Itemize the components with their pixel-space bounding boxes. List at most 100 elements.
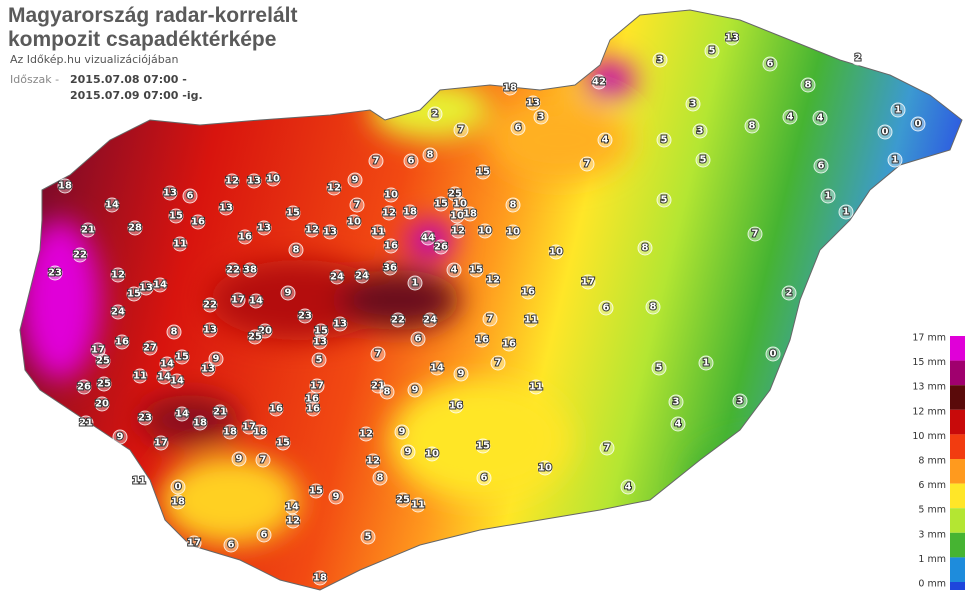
station-marker bbox=[256, 527, 272, 543]
station-marker bbox=[724, 30, 740, 46]
station-marker bbox=[537, 460, 553, 476]
station-marker bbox=[112, 429, 128, 445]
station-value: 16 bbox=[475, 335, 489, 346]
station-value: 6 bbox=[261, 530, 268, 541]
station-value: 3 bbox=[538, 112, 545, 123]
station-marker bbox=[685, 96, 701, 112]
station-marker bbox=[237, 229, 253, 245]
legend-swatch bbox=[950, 434, 965, 459]
station-value: 36 bbox=[383, 263, 397, 274]
station-marker bbox=[395, 492, 411, 508]
station-value: 12 bbox=[286, 516, 300, 527]
station-value: 13 bbox=[247, 176, 261, 187]
station-value: 12 bbox=[486, 275, 500, 286]
station-marker bbox=[379, 384, 395, 400]
station-marker bbox=[448, 398, 464, 414]
station-value: 26 bbox=[434, 242, 448, 253]
station-value: 6 bbox=[408, 156, 415, 167]
station-value: 1 bbox=[703, 358, 710, 369]
station-marker bbox=[365, 453, 381, 469]
station-value: 15 bbox=[476, 167, 490, 178]
station-marker bbox=[548, 244, 564, 260]
station-marker bbox=[403, 153, 419, 169]
station-value: 22 bbox=[226, 265, 240, 276]
station-marker bbox=[645, 299, 661, 315]
station-value: 4 bbox=[787, 112, 794, 123]
station-marker bbox=[383, 187, 399, 203]
station-marker bbox=[475, 438, 491, 454]
station-marker bbox=[288, 242, 304, 258]
station-marker bbox=[670, 416, 686, 432]
station-value: 15 bbox=[286, 208, 300, 219]
station-marker bbox=[510, 120, 526, 136]
station-value: 7 bbox=[487, 314, 494, 325]
station-value: 9 bbox=[399, 427, 406, 438]
station-marker bbox=[410, 331, 426, 347]
station-marker bbox=[223, 537, 239, 553]
station-marker bbox=[813, 158, 829, 174]
station-marker bbox=[72, 247, 88, 263]
station-marker bbox=[523, 312, 539, 328]
station-marker bbox=[347, 172, 363, 188]
legend-swatch bbox=[950, 459, 965, 484]
station-value: 44 bbox=[421, 233, 435, 244]
station-marker bbox=[476, 470, 492, 486]
station-value: 12 bbox=[366, 456, 380, 467]
station-value: 18 bbox=[171, 497, 185, 508]
station-value: 11 bbox=[133, 371, 147, 382]
station-value: 13 bbox=[313, 337, 327, 348]
station-value: 18 bbox=[313, 573, 327, 584]
station-marker bbox=[368, 153, 384, 169]
station-marker bbox=[579, 156, 595, 172]
legend-swatch bbox=[950, 483, 965, 509]
station-marker bbox=[166, 324, 182, 340]
station-marker bbox=[402, 204, 418, 220]
station-marker bbox=[280, 285, 296, 301]
station-value: 10 bbox=[347, 217, 361, 228]
station-marker bbox=[95, 353, 111, 369]
station-value: 3 bbox=[737, 396, 744, 407]
station-marker bbox=[505, 224, 521, 240]
station-marker bbox=[850, 50, 866, 66]
station-marker bbox=[138, 280, 154, 296]
station-value: 18 bbox=[58, 181, 72, 192]
station-marker bbox=[452, 196, 468, 212]
station-value: 9 bbox=[117, 432, 124, 443]
station-value: 7 bbox=[584, 159, 591, 170]
station-marker bbox=[285, 513, 301, 529]
station-value: 6 bbox=[818, 161, 825, 172]
legend-swatch bbox=[950, 532, 965, 558]
station-marker bbox=[782, 109, 798, 125]
station-value: 4 bbox=[451, 265, 458, 276]
station-marker bbox=[424, 446, 440, 462]
station-marker bbox=[159, 356, 175, 372]
station-value: 13 bbox=[163, 188, 177, 199]
station-marker bbox=[247, 329, 263, 345]
station-value: 27 bbox=[143, 343, 157, 354]
station-value: 7 bbox=[375, 349, 382, 360]
station-marker bbox=[110, 267, 126, 283]
station-value: 24 bbox=[355, 271, 369, 282]
station-value: 23 bbox=[48, 268, 62, 279]
station-value: 24 bbox=[330, 272, 344, 283]
station-marker bbox=[230, 292, 246, 308]
station-marker bbox=[407, 275, 423, 291]
station-value: 3 bbox=[657, 55, 664, 66]
station-marker bbox=[651, 360, 667, 376]
station-marker bbox=[142, 340, 158, 356]
station-marker bbox=[656, 192, 672, 208]
station-value: 1 bbox=[892, 155, 899, 166]
station-marker bbox=[225, 262, 241, 278]
station-value: 18 bbox=[253, 427, 267, 438]
station-value: 5 bbox=[365, 532, 372, 543]
station-marker bbox=[482, 311, 498, 327]
station-value: 7 bbox=[752, 229, 759, 240]
station-marker bbox=[505, 197, 521, 213]
station-marker bbox=[248, 293, 264, 309]
station-value: 14 bbox=[170, 376, 184, 387]
legend-label: 17 mm bbox=[912, 333, 946, 344]
station-value: 6 bbox=[187, 191, 194, 202]
station-value: 17 bbox=[91, 345, 105, 356]
station-marker bbox=[453, 122, 469, 138]
station-marker bbox=[800, 77, 816, 93]
